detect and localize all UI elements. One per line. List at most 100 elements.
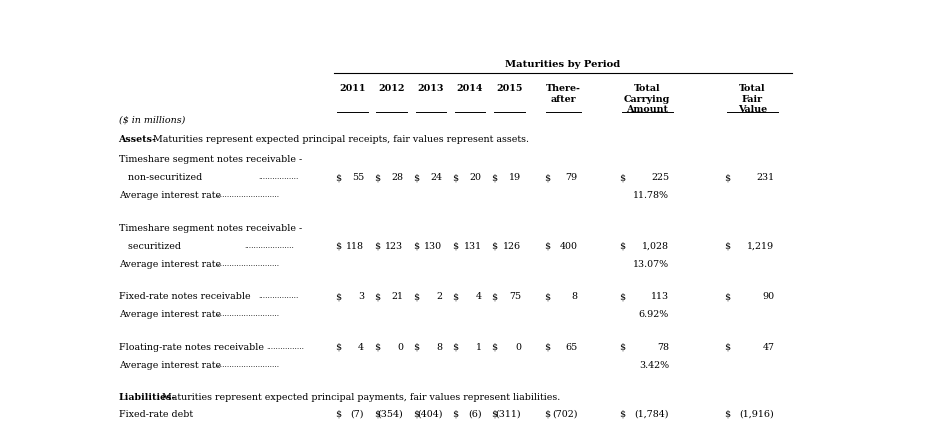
- Text: $: $: [334, 173, 341, 182]
- Text: $: $: [619, 173, 624, 182]
- Text: 4: 4: [475, 292, 481, 301]
- Text: Fixed-rate debt: Fixed-rate debt: [119, 410, 193, 419]
- Text: 118: 118: [345, 242, 363, 251]
- Text: 65: 65: [564, 343, 577, 352]
- Text: $: $: [543, 173, 549, 182]
- Text: .................: .................: [258, 292, 299, 300]
- Text: 55: 55: [351, 173, 363, 182]
- Text: $: $: [413, 410, 418, 419]
- Text: There-
after: There- after: [546, 84, 580, 104]
- Text: $: $: [334, 410, 341, 419]
- Text: $: $: [491, 173, 497, 182]
- Text: 2013: 2013: [417, 84, 444, 93]
- Text: ...........................: ...........................: [215, 361, 279, 369]
- Text: $: $: [619, 410, 624, 419]
- Text: 2014: 2014: [457, 84, 483, 93]
- Text: 13.07%: 13.07%: [632, 260, 668, 269]
- Text: Fixed-rate notes receivable: Fixed-rate notes receivable: [119, 292, 250, 301]
- Text: (1,916): (1,916): [739, 410, 773, 419]
- Text: 123: 123: [385, 242, 402, 251]
- Text: 2011: 2011: [339, 84, 365, 93]
- Text: non-securitized: non-securitized: [119, 173, 201, 182]
- Text: Maturities by Period: Maturities by Period: [505, 59, 620, 68]
- Text: $: $: [452, 242, 458, 251]
- Text: (354): (354): [377, 410, 402, 419]
- Text: $: $: [334, 343, 341, 352]
- Text: 130: 130: [424, 242, 442, 251]
- Text: $: $: [334, 242, 341, 251]
- Text: $: $: [373, 410, 380, 419]
- Text: $: $: [491, 343, 497, 352]
- Text: $: $: [334, 292, 341, 301]
- Text: Average interest rate: Average interest rate: [119, 191, 221, 200]
- Text: $: $: [724, 410, 730, 419]
- Text: .................: .................: [258, 173, 299, 181]
- Text: Assets-: Assets-: [119, 135, 156, 144]
- Text: $: $: [724, 343, 730, 352]
- Text: $: $: [491, 292, 497, 301]
- Text: 47: 47: [762, 343, 773, 352]
- Text: ...........................: ...........................: [215, 260, 279, 268]
- Text: ...........................: ...........................: [215, 191, 279, 199]
- Text: 1,219: 1,219: [746, 242, 773, 251]
- Text: $: $: [724, 292, 730, 301]
- Text: 24: 24: [430, 173, 442, 182]
- Text: (6): (6): [468, 410, 481, 419]
- Text: $: $: [452, 343, 458, 352]
- Text: $: $: [543, 292, 549, 301]
- Text: 79: 79: [564, 173, 577, 182]
- Text: $: $: [413, 292, 418, 301]
- Text: $: $: [491, 242, 497, 251]
- Text: 4: 4: [358, 343, 363, 352]
- Text: $: $: [543, 242, 549, 251]
- Text: 231: 231: [755, 173, 773, 182]
- Text: 1,028: 1,028: [641, 242, 668, 251]
- Text: $: $: [373, 292, 380, 301]
- Text: 1: 1: [475, 343, 481, 352]
- Text: 225: 225: [651, 173, 668, 182]
- Text: Floating-rate notes receivable: Floating-rate notes receivable: [119, 343, 263, 352]
- Text: ($ in millions): ($ in millions): [119, 116, 184, 125]
- Text: 8: 8: [436, 343, 442, 352]
- Text: 90: 90: [761, 292, 773, 301]
- Text: $: $: [373, 173, 380, 182]
- Text: 2012: 2012: [378, 84, 404, 93]
- Text: $: $: [373, 242, 380, 251]
- Text: 0: 0: [397, 343, 402, 352]
- Text: $: $: [413, 242, 418, 251]
- Text: $: $: [452, 173, 458, 182]
- Text: Average interest rate: Average interest rate: [119, 310, 221, 319]
- Text: 2: 2: [436, 292, 442, 301]
- Text: 6.92%: 6.92%: [638, 310, 668, 319]
- Text: 75: 75: [508, 292, 520, 301]
- Text: Timeshare segment notes receivable -: Timeshare segment notes receivable -: [119, 155, 301, 164]
- Text: $: $: [452, 292, 458, 301]
- Text: Liabilities-: Liabilities-: [119, 393, 176, 402]
- Text: Maturities represent expected principal receipts, fair values represent assets.: Maturities represent expected principal …: [153, 135, 528, 144]
- Text: securitized: securitized: [119, 242, 181, 251]
- Text: 11.78%: 11.78%: [633, 191, 668, 200]
- Text: Maturities represent expected principal payments, fair values represent liabilit: Maturities represent expected principal …: [162, 393, 560, 402]
- Text: $: $: [543, 410, 549, 419]
- Text: 2015: 2015: [495, 84, 522, 93]
- Text: $: $: [619, 292, 624, 301]
- Text: 3.42%: 3.42%: [638, 361, 668, 370]
- Text: $: $: [452, 410, 458, 419]
- Text: $: $: [724, 242, 730, 251]
- Text: $: $: [413, 173, 418, 182]
- Text: (1,784): (1,784): [634, 410, 668, 419]
- Text: Total
Carrying
Amount: Total Carrying Amount: [623, 84, 669, 114]
- Text: $: $: [491, 410, 497, 419]
- Text: ...........................: ...........................: [215, 310, 279, 318]
- Text: (404): (404): [417, 410, 442, 419]
- Text: 3: 3: [358, 292, 363, 301]
- Text: 19: 19: [508, 173, 520, 182]
- Text: Total
Fair
Value: Total Fair Value: [738, 84, 767, 114]
- Text: $: $: [619, 242, 624, 251]
- Text: .....................: .....................: [244, 242, 294, 250]
- Text: $: $: [543, 343, 549, 352]
- Text: 131: 131: [463, 242, 481, 251]
- Text: 126: 126: [503, 242, 520, 251]
- Text: Average interest rate: Average interest rate: [119, 361, 221, 370]
- Text: (311): (311): [495, 410, 520, 419]
